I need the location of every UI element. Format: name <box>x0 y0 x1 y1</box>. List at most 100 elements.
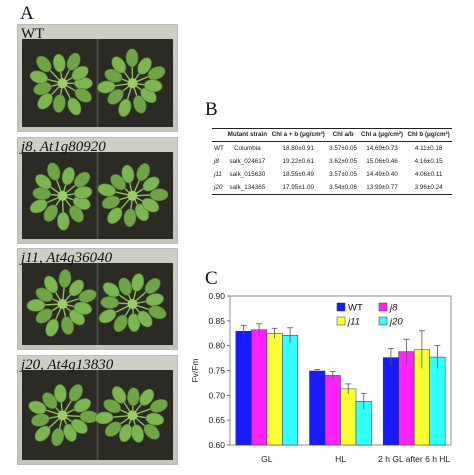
rosette-center <box>127 190 138 201</box>
table-cell: 19.22±0.61 <box>282 157 314 165</box>
leaf <box>142 176 160 192</box>
table-cell: j20 <box>212 181 226 195</box>
table-header-cell: Chl a + b (μg/cm²) <box>269 128 328 142</box>
leaf <box>121 164 135 184</box>
leaf <box>107 89 124 105</box>
table-cell: 4.06±0.11 <box>414 170 443 178</box>
leaf <box>74 87 92 103</box>
table-cell: 14.69±0.73 <box>366 144 398 152</box>
table-cell: 17.95±1.00 <box>269 181 328 195</box>
leaf <box>45 318 59 337</box>
legend-label: j11 <box>346 317 360 328</box>
leaf <box>96 80 116 94</box>
leaf <box>73 398 92 413</box>
leaf <box>58 269 72 288</box>
leaf <box>47 162 61 181</box>
leaf <box>73 301 93 315</box>
table-header-cell: Chl a/b <box>327 128 359 142</box>
rosette-center <box>57 299 68 309</box>
leaf <box>148 305 167 320</box>
table-cell: salk_134365 <box>225 181 270 195</box>
leaf <box>68 384 83 402</box>
rosette-center <box>57 78 68 89</box>
table-cell: 3.96±0.24 <box>405 181 452 195</box>
table-cell: 3.57±0.05 <box>329 170 358 178</box>
leaf <box>68 279 85 297</box>
leaf <box>42 392 58 409</box>
leaf <box>118 277 132 296</box>
leaf <box>118 98 132 117</box>
fv-fm-bar-chart: 0.60 0.65 0.70 0.75 0.80 0.85 0.90 Fv/Fm GL HL 2 h… <box>190 292 452 464</box>
bar <box>309 370 326 446</box>
leaf <box>102 282 120 298</box>
leaf <box>131 273 145 292</box>
leaf <box>103 399 121 414</box>
rosette <box>29 162 93 231</box>
legend-swatch <box>336 302 346 312</box>
leaf <box>52 53 66 73</box>
y-tick-label: 0.75 <box>208 366 225 376</box>
plant-photo-j20: j20, At4g13830 <box>17 355 178 465</box>
legend-swatch <box>378 316 388 326</box>
leaf <box>147 66 166 81</box>
chart-legend: WT j8 j11 j20 <box>336 302 403 328</box>
leaf <box>78 289 97 303</box>
leaf <box>94 411 114 425</box>
x-tick-label: GL <box>261 454 273 464</box>
table-cell: 18.80±0.91 <box>282 144 314 152</box>
leaf <box>110 174 126 191</box>
bar <box>340 388 357 446</box>
leaf <box>29 199 48 214</box>
y-axis-label: Fv/Fm <box>190 358 200 382</box>
plant-photo-j11: j11, At4g36040 <box>17 248 178 350</box>
leaf <box>73 186 93 199</box>
table-cell: j11 <box>214 170 222 178</box>
table-row: j11 salk_015630 18.55±0.49 3.57±0.05 14.… <box>212 168 452 181</box>
y-tick-label: 0.90 <box>208 292 225 301</box>
leaf <box>133 95 147 114</box>
leaf <box>29 70 48 84</box>
legend-label: WT <box>348 303 363 314</box>
leaf <box>130 424 145 443</box>
table-row: j20 salk_134365 17.95±1.00 3.54±0.06 13.… <box>212 181 452 195</box>
bar <box>266 333 283 446</box>
rosette-center <box>57 410 68 421</box>
leaf <box>43 204 58 222</box>
leaf <box>69 205 84 223</box>
table-cell: j8 <box>214 157 219 165</box>
photo-label-wt: WT <box>21 26 45 42</box>
leaf <box>101 195 120 209</box>
rosette-center <box>127 299 138 309</box>
table-header-cell: Chl b (μg/cm²) <box>405 128 452 142</box>
plant-photo-wt: WT <box>17 24 178 132</box>
leaf <box>145 412 165 426</box>
leaf <box>141 197 160 213</box>
leaf <box>123 208 137 228</box>
rosette <box>29 52 93 116</box>
rosette <box>98 273 167 333</box>
rosette <box>96 48 166 117</box>
panel-b-letter: B <box>205 99 218 120</box>
leaf <box>37 93 53 110</box>
photo-label-j20: j20, At4g13830 <box>21 357 114 373</box>
rosette-center <box>127 78 138 89</box>
leaf <box>145 293 164 307</box>
table-cell: salk_024617 <box>229 157 266 165</box>
leaf <box>35 308 53 324</box>
rosette <box>26 269 97 337</box>
leaf <box>137 57 152 75</box>
y-tick-label: 0.80 <box>208 341 225 351</box>
leaf <box>31 413 50 427</box>
bar <box>235 331 252 446</box>
x-tick-label: HL <box>335 454 346 464</box>
table-cell: 3.62±0.05 <box>329 157 358 165</box>
table-header-cell <box>212 128 226 142</box>
photo-label-j8: j8, At1g80920 <box>21 139 106 155</box>
table-row: WT Columbia 18.80±0.91 3.57±0.05 14.69±0… <box>212 142 452 156</box>
rosette <box>28 384 99 447</box>
leaf <box>136 163 151 182</box>
leaf <box>127 387 140 407</box>
plant-rosette-image <box>22 39 173 127</box>
leaf <box>43 275 59 294</box>
legend-swatch <box>378 302 388 312</box>
